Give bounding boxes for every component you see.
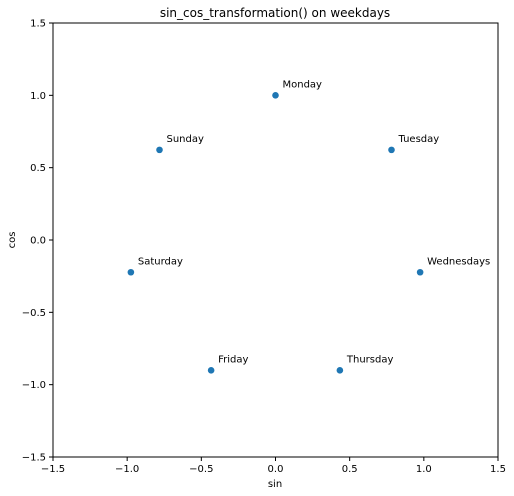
data-point [336, 367, 344, 374]
data-point [207, 367, 215, 374]
plot-area [52, 22, 499, 458]
y-axis: −1.5 −1.0 −0.5 0.0 0.5 1.0 1.5 [22, 19, 53, 464]
point-label: Friday [218, 354, 248, 365]
y-tick-label: 0.5 [30, 163, 46, 174]
x-tick-label: 1.5 [490, 464, 506, 475]
y-tick-label: −0.5 [22, 308, 46, 319]
data-point [127, 268, 135, 276]
x-tick-label: 0.0 [268, 464, 284, 475]
data-point [416, 268, 424, 276]
x-tick-label: −1.0 [115, 464, 139, 475]
x-axis-label: sin [268, 479, 282, 490]
x-axis: −1.5 −1.0 −0.5 0.0 0.5 1.0 1.5 [41, 457, 506, 475]
point-label: Tuesday [397, 134, 439, 145]
x-tick-label: −1.5 [41, 464, 65, 475]
point-label: Thursday [346, 354, 394, 365]
x-tick-label: 0.5 [342, 464, 358, 475]
point-label: Monday [283, 79, 323, 90]
point-label: Wednesdays [427, 256, 490, 267]
x-tick-label: 1.0 [416, 464, 432, 475]
y-tick-label: 0.0 [30, 236, 46, 247]
y-axis-label: cos [7, 232, 18, 249]
chart-title: sin_cos_transformation() on weekdays [160, 6, 390, 20]
y-tick-label: −1.5 [22, 453, 46, 464]
data-point [388, 146, 395, 154]
y-tick-label: 1.5 [30, 19, 46, 30]
data-points: Monday Tuesday Wednesdays Thursday Friday Sat… [127, 79, 490, 374]
data-point [156, 146, 163, 154]
y-tick-label: 1.0 [30, 91, 46, 102]
point-label: Saturday [138, 256, 183, 267]
data-point [272, 92, 279, 99]
x-tick-label: −0.5 [189, 464, 213, 475]
y-tick-label: −1.0 [22, 380, 46, 391]
point-label: Sunday [167, 134, 204, 145]
